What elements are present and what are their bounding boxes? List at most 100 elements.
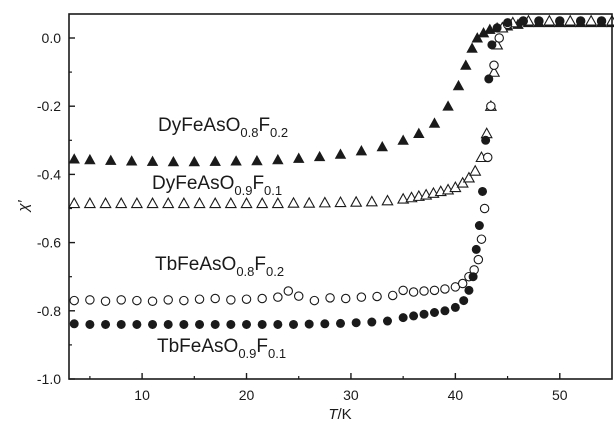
- data-point: [350, 195, 363, 207]
- label-subscript: 0.2: [266, 264, 284, 279]
- y-tick-label: -0.6: [37, 235, 61, 251]
- data-point: [147, 296, 158, 307]
- label-text: F: [254, 254, 266, 275]
- label-subscript: 0.2: [270, 125, 288, 140]
- data-point: [115, 197, 128, 209]
- data-point: [318, 196, 331, 208]
- data-point: [462, 171, 476, 183]
- x-tick-label: 10: [134, 387, 150, 403]
- data-point: [325, 293, 335, 303]
- data-point: [163, 319, 173, 329]
- data-point: [334, 196, 347, 208]
- data-point: [179, 319, 189, 329]
- data-point: [85, 319, 95, 329]
- label-text: TbFeAsO: [157, 336, 238, 357]
- data-point: [226, 319, 236, 329]
- data-point: [177, 197, 191, 209]
- label-subscript: 0.1: [268, 346, 286, 361]
- label-subscript: 0.1: [264, 183, 282, 198]
- data-point: [605, 14, 614, 26]
- data-point: [68, 153, 80, 164]
- label-subscript: 0.9: [238, 346, 256, 361]
- data-point: [387, 290, 398, 301]
- data-point: [576, 16, 586, 26]
- data-point: [419, 286, 429, 296]
- data-point: [230, 155, 242, 166]
- data-point: [471, 32, 484, 43]
- data-point: [440, 284, 450, 294]
- data-point: [116, 295, 126, 305]
- label-text: TbFeAsO: [155, 254, 236, 275]
- x-tick-label: 20: [239, 387, 255, 403]
- data-point: [188, 155, 201, 167]
- data-point: [210, 319, 220, 329]
- data-point: [397, 192, 410, 204]
- label-text: DyFeAsO: [158, 115, 240, 136]
- data-point: [382, 316, 392, 326]
- data-point: [452, 79, 465, 91]
- data-point: [428, 117, 441, 128]
- data-point: [351, 318, 361, 328]
- data-point: [376, 140, 388, 152]
- series-label-tb02: TbFeAsO0.8F0.2: [155, 254, 284, 279]
- data-point: [450, 302, 460, 312]
- data-point: [210, 293, 220, 304]
- data-point: [289, 319, 299, 329]
- data-point: [482, 152, 493, 163]
- series-labels: DyFeAsO0.8F0.2DyFeAsO0.9F0.1TbFeAsO0.8F0…: [152, 115, 288, 361]
- data-point: [273, 292, 283, 302]
- data-point: [367, 317, 377, 327]
- data-point: [224, 197, 237, 209]
- data-point: [99, 197, 112, 209]
- data-point: [494, 33, 504, 43]
- data-point: [518, 16, 528, 26]
- data-point: [486, 101, 496, 111]
- data-point: [457, 278, 468, 289]
- data-point: [409, 311, 419, 321]
- label-subscript: 0.9: [234, 183, 252, 198]
- data-point: [240, 197, 253, 209]
- data-point: [194, 294, 205, 304]
- x-tick-label: 30: [343, 387, 359, 403]
- data-point: [398, 313, 408, 323]
- data-point: [340, 293, 351, 304]
- data-point: [474, 221, 484, 231]
- data-point: [273, 319, 283, 329]
- data-point: [440, 306, 450, 316]
- data-point: [460, 59, 472, 70]
- data-point: [335, 318, 345, 328]
- data-point: [84, 153, 96, 165]
- data-point: [381, 194, 394, 206]
- data-point: [464, 285, 474, 295]
- x-axis: 10 20 30 40 50: [89, 373, 568, 403]
- label-text: F: [258, 115, 270, 136]
- data-point: [555, 16, 565, 26]
- data-point: [534, 16, 544, 26]
- data-point: [459, 296, 469, 306]
- data-point: [398, 285, 408, 296]
- data-point: [473, 254, 484, 265]
- x-tick-label: 40: [448, 387, 464, 403]
- data-point: [408, 287, 419, 297]
- data-point: [372, 291, 382, 302]
- data-point: [287, 196, 300, 208]
- data-point: [419, 309, 429, 319]
- data-point: [83, 197, 97, 209]
- data-point: [271, 197, 284, 209]
- data-point: [105, 154, 117, 165]
- data-point: [487, 40, 497, 50]
- plot-frame: [68, 13, 613, 380]
- data-point: [132, 319, 142, 329]
- data-point: [209, 197, 222, 209]
- y-tick-label: -1.0: [37, 371, 61, 387]
- data-point: [209, 155, 221, 166]
- data-point: [484, 74, 494, 84]
- data-point: [293, 291, 304, 301]
- series-label-tb01: TbFeAsO0.9F0.1: [157, 336, 286, 361]
- data-point: [479, 203, 490, 214]
- data-point: [116, 319, 126, 329]
- data-point: [272, 153, 284, 165]
- plot-area: [68, 14, 614, 329]
- x-axis-label: T/K: [328, 406, 351, 423]
